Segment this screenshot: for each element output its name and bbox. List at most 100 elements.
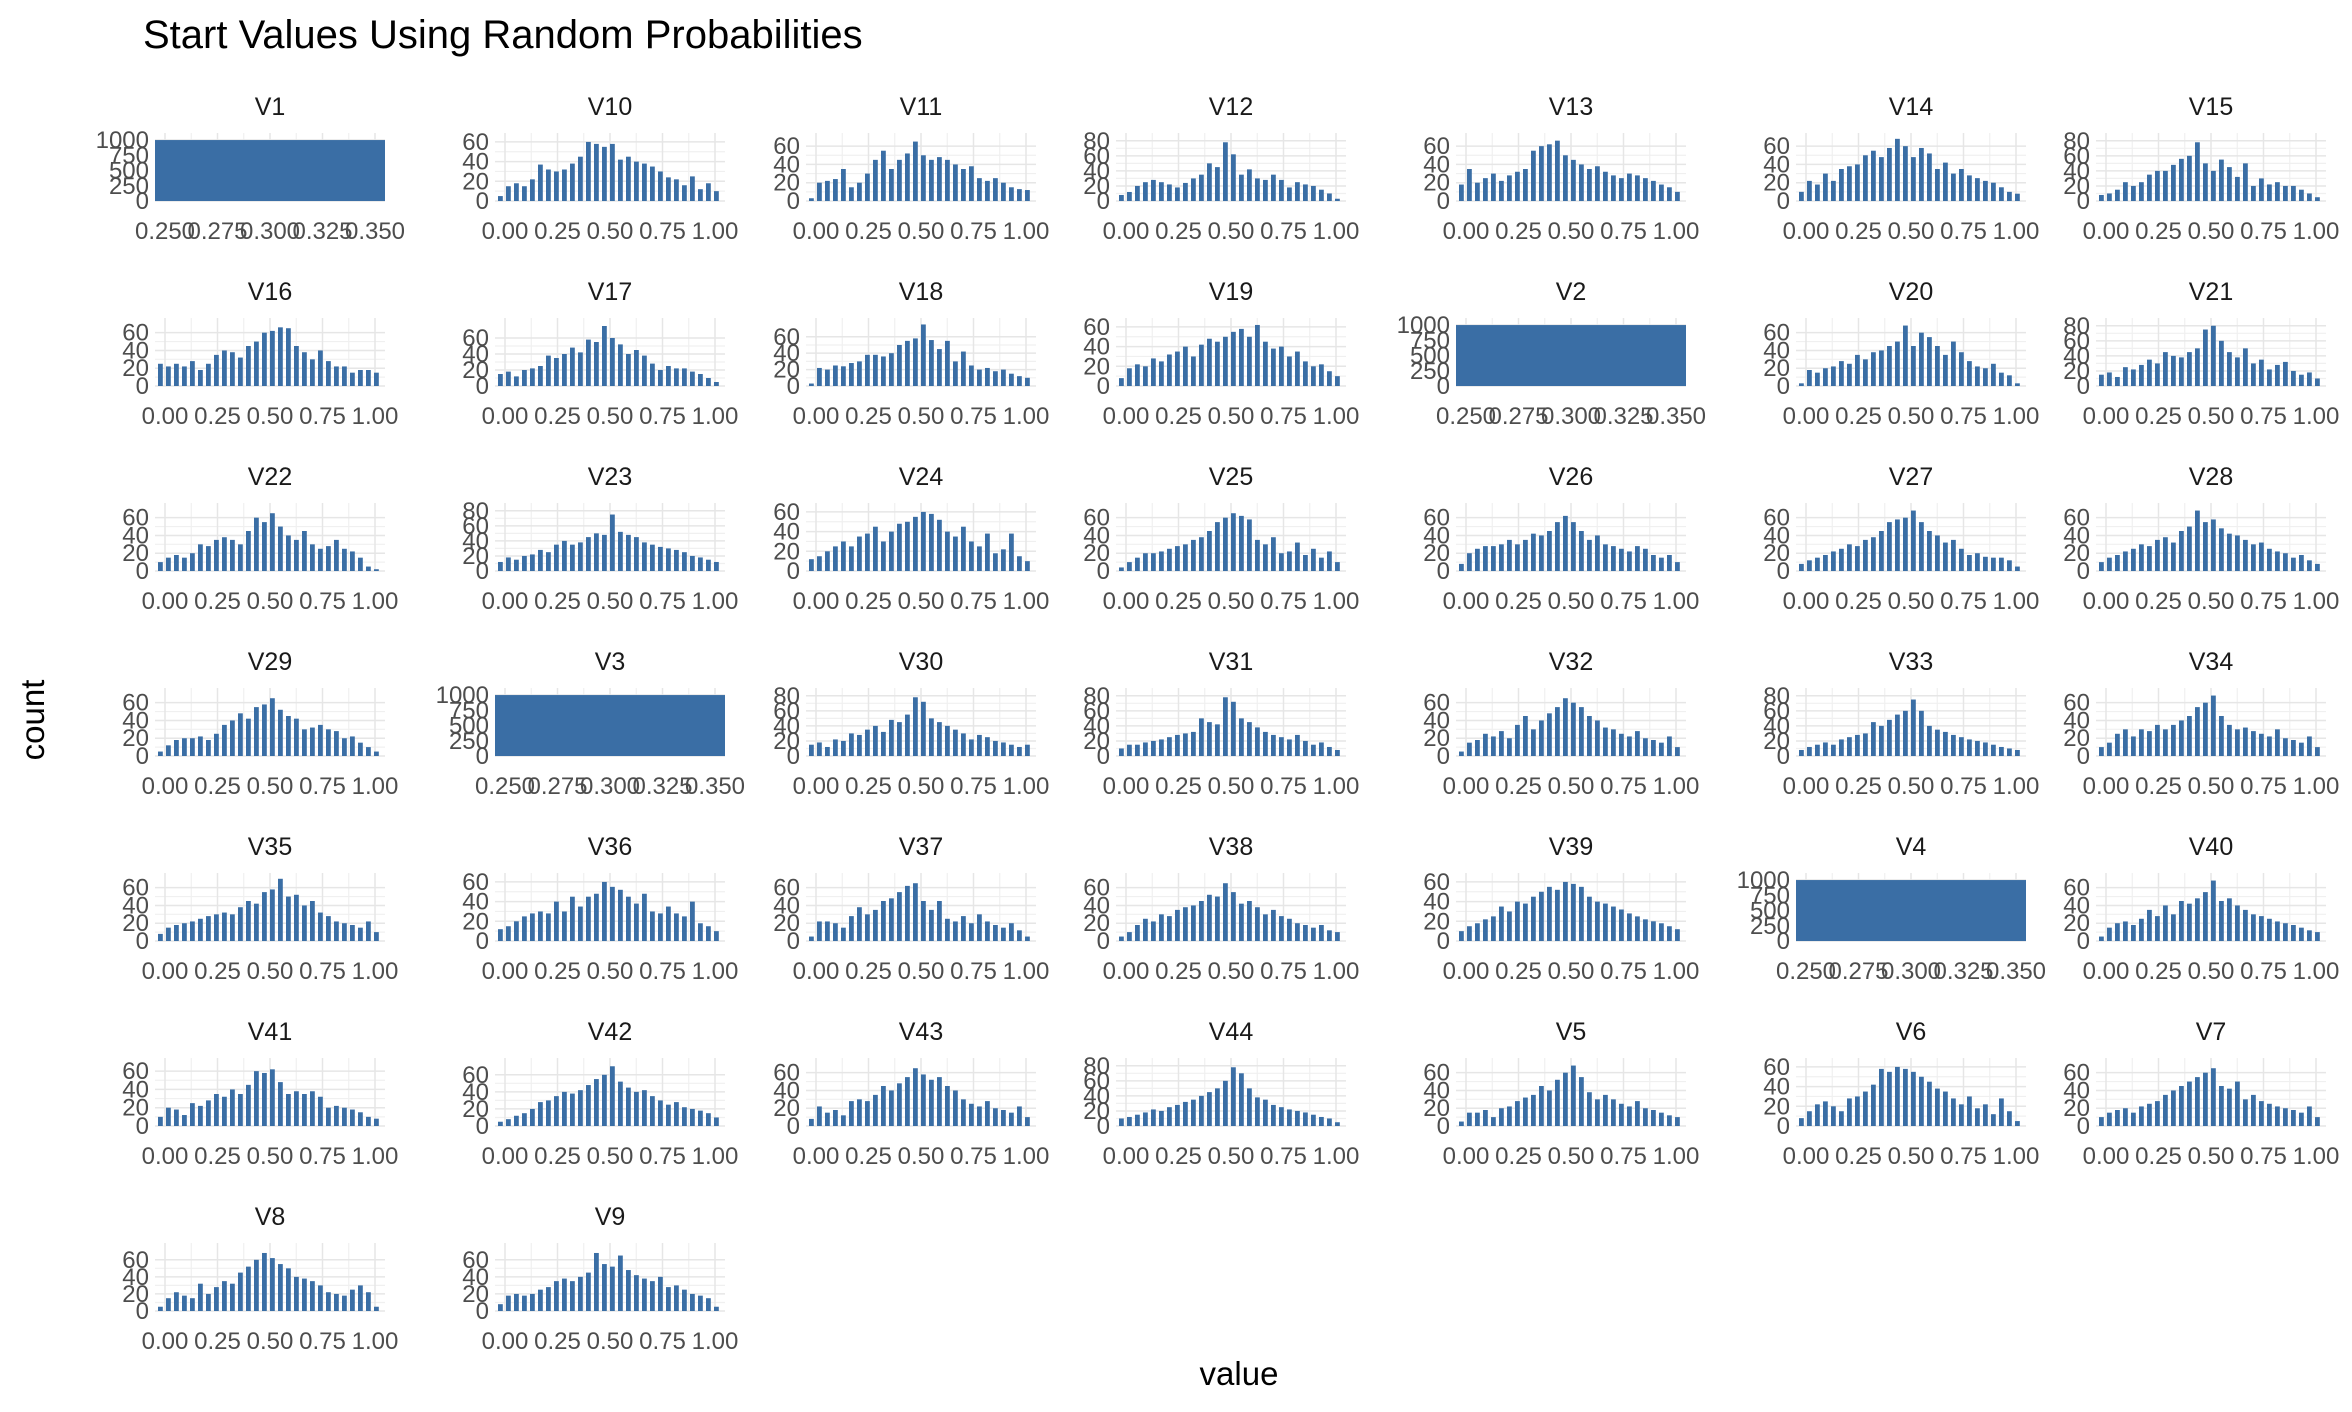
facet-title: V40 bbox=[2189, 833, 2233, 861]
bar bbox=[634, 903, 639, 941]
bar bbox=[714, 561, 719, 571]
bar bbox=[2115, 733, 2120, 756]
bar bbox=[1159, 1110, 1164, 1126]
bar bbox=[1847, 737, 1852, 756]
bar bbox=[1975, 553, 1980, 571]
bar bbox=[2107, 742, 2112, 756]
bar bbox=[342, 548, 347, 571]
bar bbox=[578, 1276, 583, 1311]
bar bbox=[586, 141, 591, 201]
bar bbox=[1483, 733, 1488, 756]
bar bbox=[1483, 1110, 1488, 1126]
bar bbox=[1855, 1096, 1860, 1126]
bar bbox=[158, 562, 163, 571]
y-tick-label: 0 bbox=[1097, 1113, 1110, 1140]
bar bbox=[2211, 519, 2216, 571]
bar bbox=[610, 886, 615, 941]
bar bbox=[1643, 548, 1648, 571]
y-tick-label: 0 bbox=[2077, 743, 2090, 770]
bar bbox=[1547, 1090, 1552, 1126]
x-tick-label: 1.00 bbox=[1313, 588, 1360, 615]
bar bbox=[334, 539, 339, 571]
y-tick-label: 0 bbox=[2077, 558, 2090, 585]
bar bbox=[278, 327, 283, 386]
bar bbox=[2243, 163, 2248, 201]
x-tick-label: 0.75 bbox=[639, 1143, 686, 1170]
bar bbox=[174, 555, 179, 571]
bar bbox=[1531, 533, 1536, 571]
bar bbox=[1967, 739, 1972, 756]
bar bbox=[682, 185, 687, 201]
y-tick-label: 40 bbox=[1763, 1074, 1790, 1101]
x-tick-label: 1.00 bbox=[692, 218, 739, 245]
bar bbox=[618, 531, 623, 571]
bar bbox=[1595, 1099, 1600, 1126]
bar bbox=[2131, 736, 2136, 756]
y-tick-label: 0 bbox=[136, 928, 149, 955]
bar bbox=[2267, 184, 2272, 201]
bar bbox=[2227, 1088, 2232, 1126]
bar bbox=[2259, 178, 2264, 201]
bar bbox=[706, 926, 711, 941]
bar bbox=[1611, 1099, 1616, 1126]
y-tick-label: 20 bbox=[122, 540, 149, 567]
bar bbox=[602, 881, 607, 941]
bar bbox=[214, 1094, 219, 1126]
bar bbox=[1515, 544, 1520, 571]
bar bbox=[570, 163, 575, 201]
bar bbox=[1807, 746, 1812, 756]
y-tick-label: 60 bbox=[122, 505, 149, 532]
bar bbox=[1025, 744, 1030, 756]
y-tick-label: 40 bbox=[122, 522, 149, 549]
bar bbox=[310, 901, 315, 941]
bar bbox=[1943, 162, 1948, 201]
y-tick-label: 500 bbox=[1410, 343, 1450, 370]
bar bbox=[2131, 925, 2136, 941]
x-tick-label: 0.25 bbox=[2135, 1143, 2182, 1170]
bar bbox=[833, 546, 838, 571]
facet-title: V6 bbox=[1896, 1018, 1927, 1046]
bar bbox=[286, 328, 291, 386]
bar bbox=[294, 894, 299, 941]
bar bbox=[570, 896, 575, 941]
y-tick-label: 1000 bbox=[436, 682, 489, 709]
x-tick-label: 0.25 bbox=[194, 588, 241, 615]
bar bbox=[498, 1304, 503, 1311]
bar bbox=[2147, 909, 2152, 941]
bar bbox=[1531, 896, 1536, 941]
bar bbox=[1903, 517, 1908, 571]
bar bbox=[2179, 357, 2184, 386]
x-tick-label: 0.50 bbox=[1548, 958, 1595, 985]
facet-title: V8 bbox=[255, 1203, 286, 1231]
bar bbox=[1959, 1104, 1964, 1126]
bar bbox=[506, 1295, 511, 1311]
bar bbox=[674, 549, 679, 571]
bar bbox=[1159, 361, 1164, 386]
bar bbox=[2219, 528, 2224, 571]
x-tick-label: 0.75 bbox=[950, 773, 997, 800]
bar bbox=[594, 893, 599, 941]
bar bbox=[706, 183, 711, 201]
bar bbox=[2267, 548, 2272, 571]
facet-title: V38 bbox=[1209, 833, 1253, 861]
y-tick-label: 40 bbox=[122, 892, 149, 919]
y-tick-label: 20 bbox=[462, 1281, 489, 1308]
y-tick-label: 0 bbox=[787, 373, 800, 400]
bar bbox=[562, 540, 567, 571]
bar bbox=[1135, 744, 1140, 756]
x-tick-label: 0.50 bbox=[2188, 958, 2235, 985]
bar bbox=[2115, 376, 2120, 386]
bar bbox=[554, 1281, 559, 1311]
y-tick-label: 60 bbox=[462, 325, 489, 352]
bar bbox=[1303, 361, 1308, 386]
bar bbox=[1231, 892, 1236, 941]
bar bbox=[182, 557, 187, 571]
bar bbox=[318, 350, 323, 386]
bar bbox=[1935, 729, 1940, 756]
x-tick-label: 0.25 bbox=[1155, 403, 1202, 430]
x-tick-label: 0.250 bbox=[475, 773, 535, 800]
